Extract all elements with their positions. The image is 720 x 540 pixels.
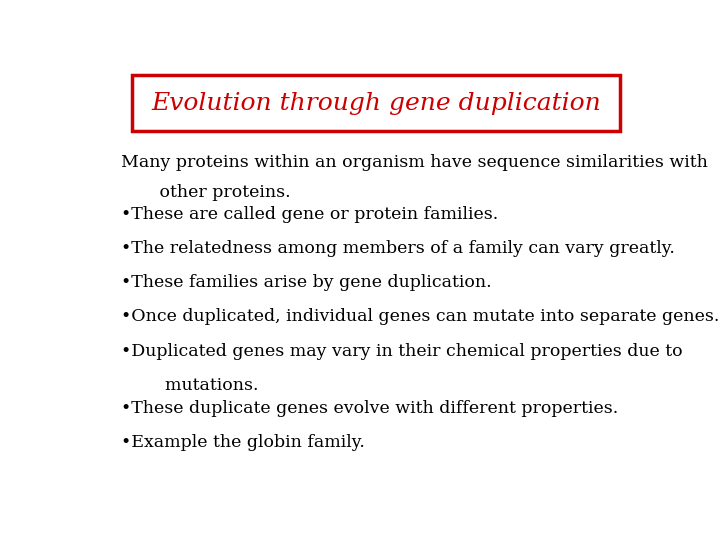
Text: •Duplicated genes may vary in their chemical properties due to: •Duplicated genes may vary in their chem… [121, 342, 683, 360]
Text: •Once duplicated, individual genes can mutate into separate genes.: •Once duplicated, individual genes can m… [121, 308, 719, 326]
Text: •The relatedness among members of a family can vary greatly.: •The relatedness among members of a fami… [121, 240, 675, 257]
Text: Many proteins within an organism have sequence similarities with: Many proteins within an organism have se… [121, 154, 708, 171]
Text: •Example the globin family.: •Example the globin family. [121, 434, 364, 450]
Text: •These duplicate genes evolve with different properties.: •These duplicate genes evolve with diffe… [121, 400, 618, 416]
Text: other proteins.: other proteins. [121, 184, 290, 201]
Bar [132, 75, 620, 131]
Text: mutations.: mutations. [121, 377, 258, 394]
Text: Evolution through gene duplication: Evolution through gene duplication [151, 92, 601, 115]
Text: •These are called gene or protein families.: •These are called gene or protein famili… [121, 206, 498, 223]
Text: •These families arise by gene duplication.: •These families arise by gene duplicatio… [121, 274, 491, 292]
